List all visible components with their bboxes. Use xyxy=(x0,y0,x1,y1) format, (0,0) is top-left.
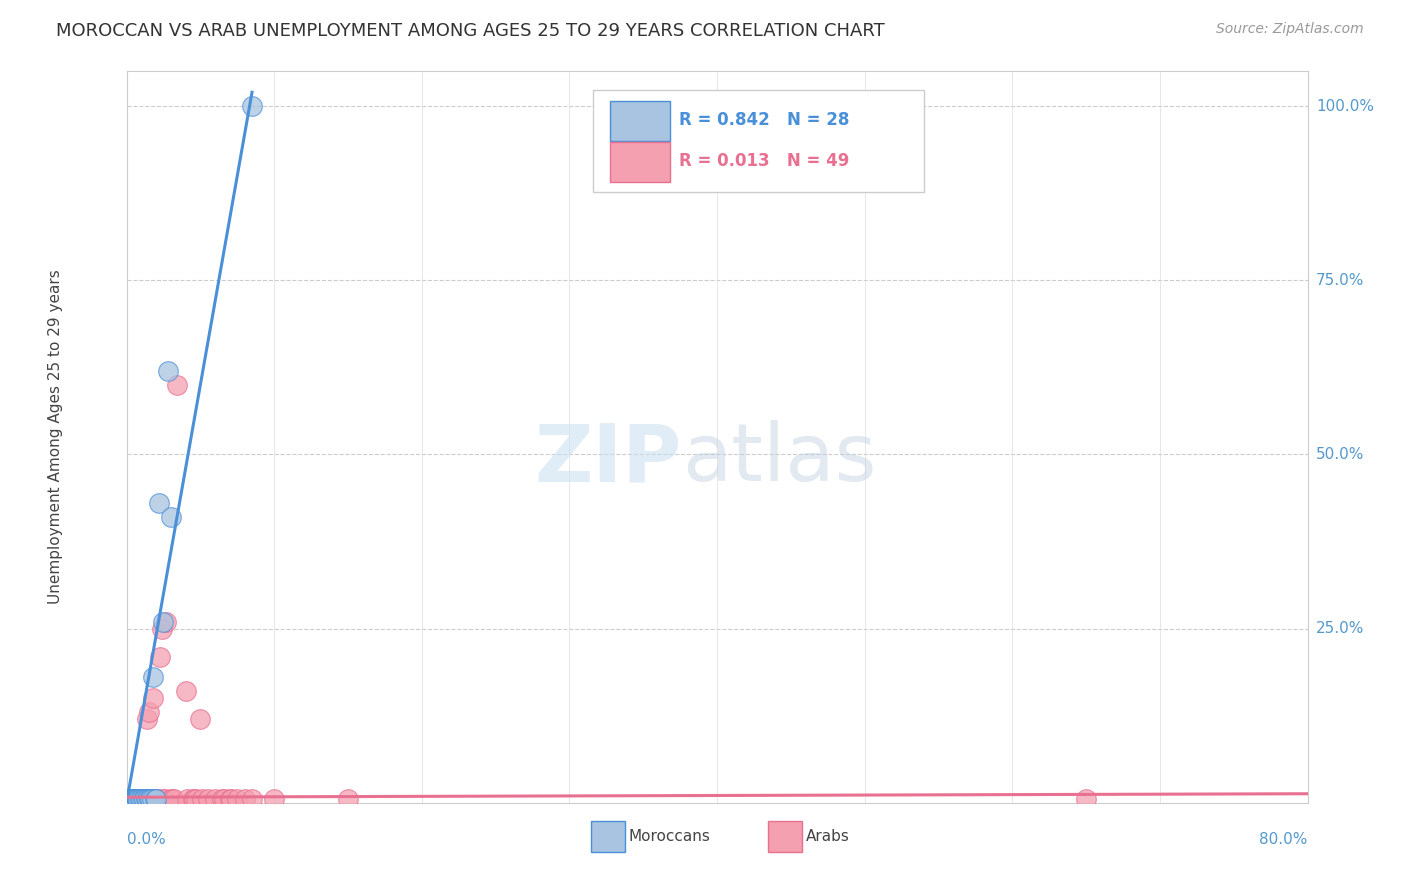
Point xyxy=(122,792,145,806)
Point xyxy=(129,792,153,806)
Point xyxy=(138,792,160,806)
Point xyxy=(183,792,205,806)
Point xyxy=(138,705,160,719)
Point xyxy=(142,670,165,684)
FancyBboxPatch shape xyxy=(593,90,924,192)
Text: 25.0%: 25.0% xyxy=(1316,621,1364,636)
Point xyxy=(166,377,188,392)
Point xyxy=(118,792,141,806)
Point xyxy=(197,792,219,806)
Point xyxy=(117,792,139,806)
Point xyxy=(117,792,139,806)
Point xyxy=(142,691,165,706)
Point xyxy=(221,792,243,806)
Text: MOROCCAN VS ARAB UNEMPLOYMENT AMONG AGES 25 TO 29 YEARS CORRELATION CHART: MOROCCAN VS ARAB UNEMPLOYMENT AMONG AGES… xyxy=(56,22,884,40)
Point xyxy=(153,792,176,806)
Point xyxy=(117,792,139,806)
Point xyxy=(150,622,173,636)
Text: Moroccans: Moroccans xyxy=(628,829,710,844)
FancyBboxPatch shape xyxy=(591,821,624,852)
Point xyxy=(263,792,285,806)
Point xyxy=(128,792,150,806)
Text: Arabs: Arabs xyxy=(806,829,849,844)
Text: R = 0.842   N = 28: R = 0.842 N = 28 xyxy=(679,112,849,129)
Point xyxy=(240,99,263,113)
Point xyxy=(118,792,141,806)
Point xyxy=(148,792,170,806)
Point xyxy=(122,792,145,806)
Point xyxy=(181,792,204,806)
Point xyxy=(159,510,183,524)
Point xyxy=(188,712,211,726)
Point xyxy=(136,712,159,726)
Point xyxy=(129,792,153,806)
Text: Unemployment Among Ages 25 to 29 years: Unemployment Among Ages 25 to 29 years xyxy=(48,269,63,605)
Point xyxy=(1076,792,1098,806)
Point xyxy=(128,792,150,806)
Point xyxy=(240,792,263,806)
Point xyxy=(120,792,142,806)
Point xyxy=(121,792,143,806)
Point xyxy=(174,684,197,698)
Point xyxy=(127,792,149,806)
Point xyxy=(176,792,198,806)
Point xyxy=(337,792,360,806)
FancyBboxPatch shape xyxy=(768,821,801,852)
Text: 0.0%: 0.0% xyxy=(127,832,166,847)
Point xyxy=(152,792,174,806)
Point xyxy=(132,792,155,806)
Point xyxy=(121,792,143,806)
Text: 50.0%: 50.0% xyxy=(1316,447,1364,462)
Point xyxy=(139,792,162,806)
Point xyxy=(134,792,156,806)
Point xyxy=(226,792,249,806)
Point xyxy=(159,792,183,806)
Point xyxy=(124,792,146,806)
Point xyxy=(118,792,141,806)
Point xyxy=(145,792,167,806)
Point xyxy=(135,792,157,806)
Point xyxy=(143,792,166,806)
Point xyxy=(148,496,170,510)
Text: 100.0%: 100.0% xyxy=(1316,99,1374,113)
Point xyxy=(120,792,142,806)
Point xyxy=(143,792,166,806)
Point xyxy=(155,615,177,629)
Point xyxy=(149,649,172,664)
Point xyxy=(135,792,157,806)
Point xyxy=(233,792,256,806)
Point xyxy=(145,792,167,806)
Point xyxy=(156,364,179,378)
Point xyxy=(184,792,207,806)
Point xyxy=(163,792,186,806)
Point xyxy=(139,792,162,806)
Text: ZIP: ZIP xyxy=(534,420,682,498)
FancyBboxPatch shape xyxy=(610,143,669,182)
Point xyxy=(132,792,155,806)
Point xyxy=(152,615,174,629)
Point xyxy=(191,792,214,806)
Text: R = 0.013   N = 49: R = 0.013 N = 49 xyxy=(679,153,849,170)
Point xyxy=(211,792,233,806)
Text: 75.0%: 75.0% xyxy=(1316,273,1364,288)
Point xyxy=(136,792,159,806)
Point xyxy=(212,792,235,806)
Point xyxy=(141,792,163,806)
Point xyxy=(124,792,146,806)
Point xyxy=(120,792,142,806)
Text: 80.0%: 80.0% xyxy=(1260,832,1308,847)
Text: Source: ZipAtlas.com: Source: ZipAtlas.com xyxy=(1216,22,1364,37)
Point xyxy=(134,792,156,806)
Point xyxy=(219,792,242,806)
Point xyxy=(127,792,149,806)
Point xyxy=(162,792,184,806)
FancyBboxPatch shape xyxy=(610,102,669,141)
Point xyxy=(141,792,163,806)
Point xyxy=(125,792,148,806)
Point xyxy=(204,792,226,806)
Text: atlas: atlas xyxy=(682,420,876,498)
Point xyxy=(125,792,148,806)
